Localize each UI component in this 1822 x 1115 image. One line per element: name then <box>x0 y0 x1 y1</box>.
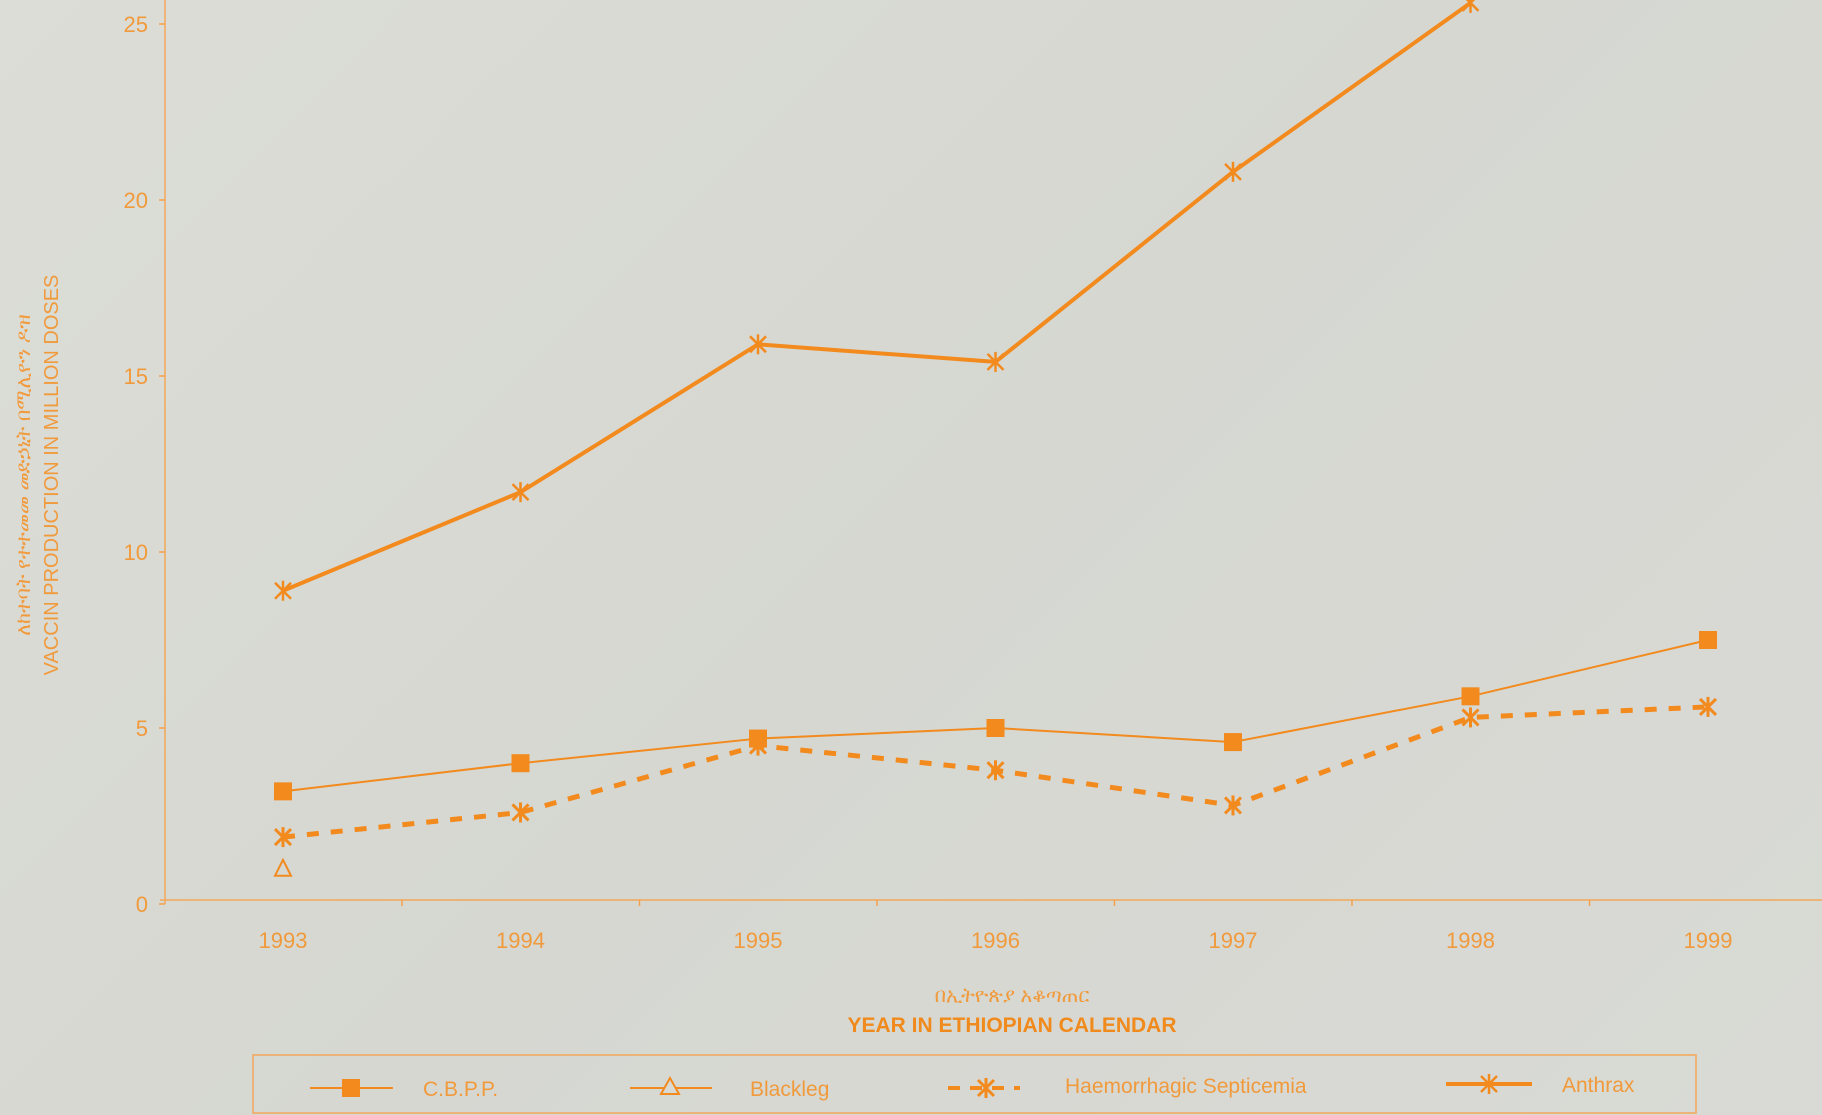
legend-swatch-blackleg-marker <box>659 1075 681 1095</box>
data-point-c-b-p-p <box>986 719 1005 737</box>
data-point-blackleg <box>273 857 293 877</box>
x-tick-label: 1997 <box>1209 928 1258 953</box>
x-axis-title: YEAR IN ETHIOPIAN CALENDAR <box>847 1014 1176 1037</box>
x-tick-label: 1995 <box>734 928 783 953</box>
legend-item-cbpp: C.B.P.P. <box>310 1078 498 1101</box>
y-axis-title: VACCIN PRODUCTION IN MILLION DOSES <box>41 275 63 676</box>
legend-box <box>252 1054 1697 1114</box>
data-point-haemorrhagic-septicemia <box>273 827 293 848</box>
x-tick-label: 1996 <box>971 928 1020 953</box>
y-tick-label: 25 <box>124 12 148 37</box>
data-point-haemorrhagic-septicemia <box>1223 795 1243 816</box>
data-point-haemorrhagic-septicemia <box>986 760 1005 781</box>
y-tick-label: 0 <box>136 892 148 917</box>
data-point-anthrax <box>986 351 1005 372</box>
legend-label-anthrax: Anthrax <box>1562 1074 1635 1097</box>
y-tick-label: 15 <box>124 364 148 389</box>
series-anthrax <box>274 0 1480 601</box>
legend-item-haemorrhagic-septicemia: Haemorrhagic Septicemia <box>948 1075 1307 1098</box>
data-point-anthrax <box>274 580 292 601</box>
data-point-haemorrhagic-septicemia <box>511 802 530 823</box>
legend-swatch-hs-marker <box>976 1078 996 1098</box>
data-point-anthrax <box>749 334 767 355</box>
data-point-haemorrhagic-septicemia <box>748 735 768 756</box>
legend-swatch-cbpp-marker <box>342 1079 360 1097</box>
series-layer <box>273 0 1718 877</box>
series-blackleg <box>273 857 293 877</box>
legend-label-blackleg: Blackleg <box>750 1078 829 1101</box>
data-point-haemorrhagic-septicemia <box>1461 707 1480 728</box>
y-tick-label: 5 <box>136 716 148 741</box>
x-tick-label: 1993 <box>259 928 308 953</box>
data-point-c-b-p-p <box>1699 631 1717 649</box>
x-axis-title-amharic: በኢትዮጵያ አቆጣጠር <box>935 985 1090 1007</box>
data-point-anthrax <box>1224 161 1242 182</box>
data-point-haemorrhagic-septicemia <box>1698 696 1718 717</box>
data-point-c-b-p-p <box>1461 687 1480 706</box>
data-point-c-b-p-p <box>511 754 530 773</box>
legend: C.B.P.P. Blackleg Haemorrhagic Septicemi… <box>252 1054 1697 1114</box>
data-point-anthrax <box>1461 0 1480 13</box>
data-point-c-b-p-p <box>1224 733 1242 752</box>
data-point-anthrax <box>511 482 530 503</box>
y-tick-label: 20 <box>124 188 148 213</box>
series-haemorrhagic-septicemia <box>273 696 1718 848</box>
y-tick-label: 10 <box>124 540 148 565</box>
y-axis-title-amharic: ለከተባት የተተመመ መድኃኒት በሚሊዮን ዶዝ <box>13 314 35 635</box>
y-ticks: 0 5 10 15 20 25 <box>124 12 165 917</box>
data-point-c-b-p-p <box>274 782 292 801</box>
series-line-anthrax <box>282 1 1472 593</box>
x-ticks: 1993 1994 1995 1996 1997 1998 1999 <box>259 900 1733 953</box>
series-c-b-p-p <box>274 631 1717 801</box>
legend-item-blackleg: Blackleg <box>630 1075 829 1101</box>
legend-label-haemorrhagic-septicemia: Haemorrhagic Septicemia <box>1065 1075 1307 1098</box>
x-tick-label: 1998 <box>1446 928 1495 953</box>
legend-swatch-anthrax-marker <box>1480 1074 1498 1094</box>
legend-item-anthrax: Anthrax <box>1446 1074 1635 1097</box>
x-tick-label: 1999 <box>1684 928 1733 953</box>
x-tick-label: 1994 <box>496 928 545 953</box>
legend-label-cbpp: C.B.P.P. <box>423 1078 498 1101</box>
